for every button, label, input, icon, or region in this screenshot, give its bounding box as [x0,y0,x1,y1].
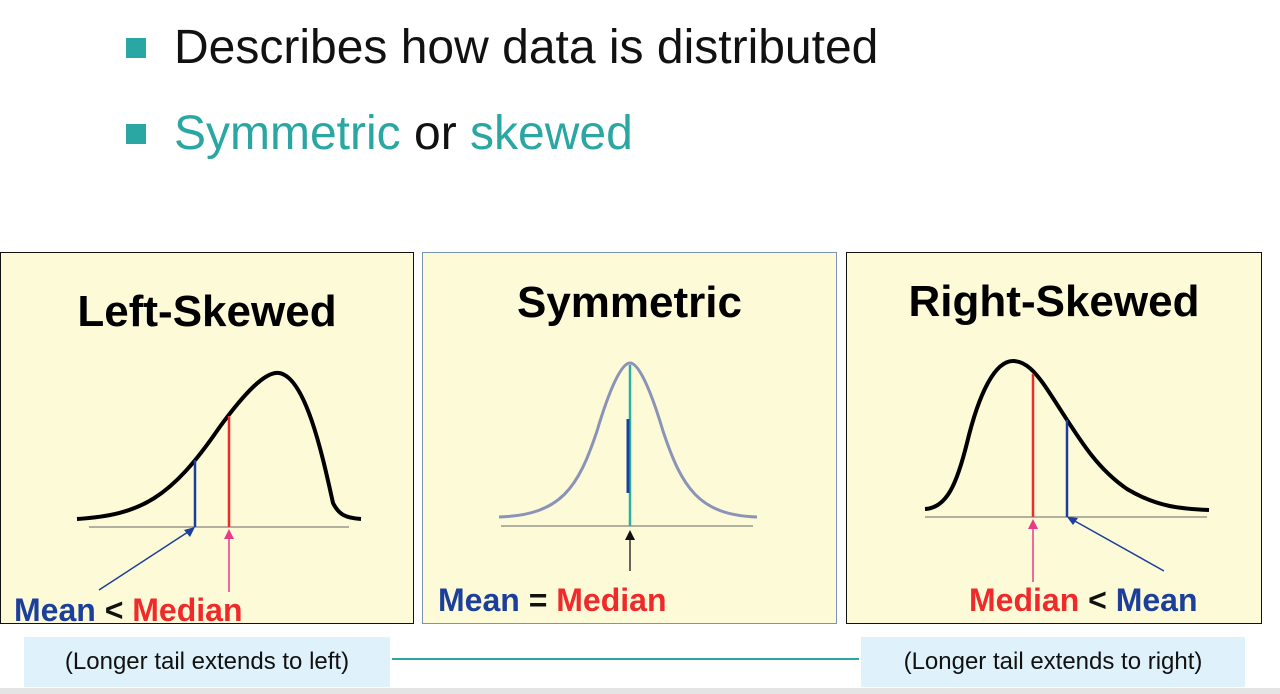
label-op: < [95,592,133,624]
bullet-square-icon [126,123,146,144]
distribution-curve [924,358,1210,512]
panel-title-symmetric: Symmetric [516,278,742,327]
distribution-curve [76,370,362,521]
label-median: Median [969,582,1080,618]
note-longer-tail-right: (Longer tail extends to right) [861,637,1245,687]
left-skewed-curve-diagram [76,370,362,592]
panel-title-left-skewed: Left-Skewed [77,287,337,336]
label-mean: Mean [1115,582,1198,618]
panel-right-skewed: Right-Skewed Median < Mean [846,252,1262,624]
median-arrowhead-icon [1028,519,1038,529]
note-connector-line [392,658,859,660]
label-mean-equals-median: Mean = Median [438,582,667,619]
right-skewed-curve-diagram [924,358,1210,582]
bullet-text-symmetric: Symmetric [174,107,401,160]
bullet-text-skewed: skewed [470,107,633,160]
median-arrowhead-icon [224,529,234,539]
label-median-less-mean: Median < Mean [969,582,1198,619]
center-arrowhead-icon [625,530,635,540]
label-median: Median [556,582,667,618]
panel-symmetric: Symmetric Mean = Median [422,252,837,624]
bottom-edge [0,688,1280,694]
label-op: < [1079,582,1116,618]
mean-pointer [1072,519,1165,572]
mean-arrowhead-icon [184,527,195,537]
label-mean: Mean [14,592,96,624]
bullet-text-or: or [400,107,471,160]
label-mean: Mean [438,582,520,618]
label-op: = [519,582,557,618]
label-mean-less-median: Mean < Median [14,592,243,624]
mean-arrowhead-icon [1067,517,1078,525]
symmetric-curve-diagram [498,361,758,571]
panel-title-right-skewed: Right-Skewed [908,277,1200,326]
label-median: Median [132,592,243,624]
note-longer-tail-left: (Longer tail extends to left) [24,637,390,687]
panel-left-skewed: Left-Skewed Mean < Median [0,252,414,624]
mean-pointer [98,529,192,591]
bullet-symmetric-or-skewed: Symmetric or skewed [126,106,633,161]
bullet-text-describes: Describes how data is distributed [174,21,879,74]
bullet-describes: Describes how data is distributed [126,20,878,75]
distribution-curve [498,361,758,519]
bullet-square-icon [126,37,146,58]
